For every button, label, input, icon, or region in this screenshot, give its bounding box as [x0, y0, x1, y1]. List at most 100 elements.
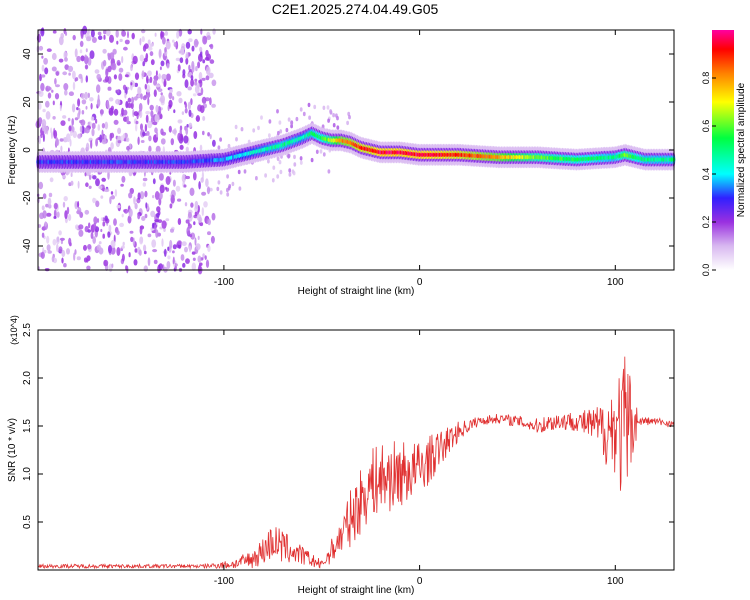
noise-blob	[74, 48, 78, 58]
noise-blob	[158, 263, 163, 270]
noise-blob	[143, 265, 148, 272]
noise-blob	[123, 46, 128, 51]
noise-blob	[51, 66, 57, 72]
noise-blob	[41, 119, 47, 128]
noise-blob	[185, 57, 189, 65]
noise-blob	[98, 35, 103, 40]
noise-blob	[143, 250, 147, 255]
noise-blob	[181, 43, 186, 51]
noise-blob	[234, 124, 238, 130]
noise-blob	[83, 244, 87, 251]
noise-blob	[175, 263, 178, 267]
noise-blob	[85, 259, 89, 263]
noise-blob	[168, 99, 173, 108]
noise-blob	[202, 59, 206, 64]
noise-blob	[336, 116, 339, 121]
noise-blob	[54, 93, 60, 100]
colorbar: 0.0 0.2 0.4 0.6 0.8 Normalized spectral ampl…	[701, 30, 747, 276]
noise-blob	[228, 184, 232, 189]
noise-blob	[113, 74, 117, 80]
y-tick-label: 1.0	[22, 467, 33, 481]
noise-blob	[127, 30, 129, 39]
noise-blob	[194, 81, 198, 86]
noise-blob	[84, 91, 88, 100]
noise-blob	[144, 123, 148, 132]
noise-blob	[55, 71, 60, 76]
noise-blob	[118, 67, 124, 73]
noise-blob	[191, 251, 196, 255]
y-tick-label: -20	[22, 190, 33, 205]
noise-blob	[206, 186, 211, 195]
noise-blob	[43, 125, 48, 134]
noise-blob	[79, 40, 84, 48]
noise-blob	[86, 265, 91, 270]
noise-blob	[158, 73, 161, 80]
noise-blob	[157, 88, 163, 92]
noise-blob	[53, 202, 58, 210]
noise-blob	[184, 79, 189, 89]
noise-blob	[92, 198, 97, 203]
noise-blob	[107, 171, 110, 180]
noise-blob	[64, 57, 68, 62]
noise-blob	[150, 59, 155, 66]
noise-blob	[91, 37, 97, 43]
noise-blob	[59, 237, 65, 241]
y-tick-label: 0.5	[22, 515, 33, 529]
noise-blob	[276, 156, 280, 161]
noise-blob	[190, 98, 193, 106]
noise-blob	[40, 133, 43, 138]
noise-blob	[95, 178, 100, 187]
figure-title: C2E1.2025.274.04.49.G05	[272, 1, 439, 17]
noise-blob	[137, 86, 142, 96]
noise-blob	[140, 123, 143, 131]
noise-blob	[91, 122, 96, 130]
noise-blob	[46, 235, 50, 244]
noise-blob	[169, 203, 173, 209]
noise-blob	[279, 129, 283, 134]
snr-y-ticks: 0.5 1.0 1.5 2.0 2.5	[22, 323, 674, 529]
noise-blob	[68, 125, 72, 132]
noise-blob	[194, 40, 199, 46]
noise-blob	[84, 209, 90, 215]
noise-blob	[125, 137, 130, 143]
noise-blob	[145, 202, 148, 209]
noise-blob	[140, 140, 145, 143]
noise-blob	[211, 79, 217, 87]
noise-blob	[209, 97, 212, 106]
noise-blob	[191, 262, 196, 271]
spectrogram-x-label: Height of straight line (km)	[298, 286, 415, 297]
noise-blob	[77, 112, 80, 120]
noise-blob	[95, 138, 98, 147]
noise-blob	[108, 244, 112, 254]
noise-blob	[97, 94, 100, 102]
noise-blob	[185, 41, 191, 49]
noise-blob	[170, 228, 174, 233]
noise-blob	[190, 202, 194, 208]
noise-blob	[279, 169, 283, 175]
noise-blob	[255, 176, 258, 181]
noise-blob	[143, 244, 147, 252]
noise-blob	[85, 48, 88, 53]
noise-blob	[144, 213, 148, 219]
noise-blob	[97, 31, 102, 36]
noise-blob	[176, 30, 180, 39]
spectrogram-y-ticks: -40 -20 0 20 40	[22, 48, 674, 253]
noise-blob	[322, 105, 326, 111]
noise-blob	[137, 213, 141, 220]
noise-blob	[147, 257, 151, 266]
noise-blob	[90, 139, 93, 149]
noise-blob	[124, 74, 129, 78]
noise-blob	[260, 115, 263, 120]
colorbar-tick-label: 0.4	[701, 168, 711, 181]
noise-blob	[62, 201, 66, 208]
noise-blob	[319, 149, 323, 154]
noise-blob	[84, 127, 90, 134]
noise-blob	[104, 121, 109, 130]
noise-blob	[108, 97, 114, 102]
noise-blob	[190, 78, 195, 87]
noise-blob	[205, 49, 209, 57]
spectrogram-panel: -40 -20 0 20 40 -100 0 100 Height of straight …	[7, 25, 676, 297]
noise-blob	[74, 201, 78, 210]
noise-blob	[85, 65, 88, 70]
noise-blob	[212, 28, 216, 35]
